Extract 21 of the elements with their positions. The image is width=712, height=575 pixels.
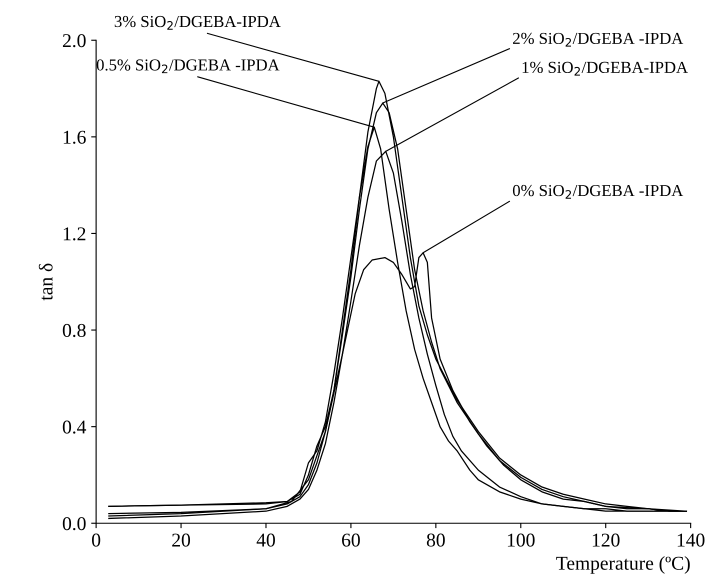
x-tick-label: 40 <box>256 534 275 547</box>
y-tick-label: 0.4 <box>62 420 86 434</box>
y-tick-label: 0.8 <box>62 324 86 338</box>
x-axis-title: Temperature (ºC) <box>556 556 690 574</box>
text: 2% SiO$_{2}$/DGEBA -IPDA <box>513 32 684 47</box>
text: 0% SiO$_{2}$/DGEBA -IPDA <box>512 184 684 199</box>
text: 3% SiO$_{2}$/DGEBA-IPDA <box>114 16 281 30</box>
text: 1% SiO$_{2}$/DGEBA-IPDA <box>522 62 688 76</box>
x-tick-label: 0 <box>92 534 100 547</box>
y-tick-label: 0.0 <box>62 517 86 530</box>
x-tick-label: 20 <box>172 534 190 547</box>
y-tick-label: 1.2 <box>64 227 86 240</box>
x-tick-label: 140 <box>678 534 704 547</box>
y-tick-label: 1.6 <box>64 130 86 144</box>
x-tick-label: 100 <box>508 534 535 547</box>
x-tick-label: 120 <box>592 534 620 547</box>
text: 0.5% SiO$_{2}$/DGEBA -IPDA <box>96 59 280 74</box>
x-tick-label: 80 <box>426 534 445 547</box>
y-axis-title: tan δ <box>38 264 53 300</box>
x-tick-label: 60 <box>342 534 360 547</box>
y-tick-label: 2.0 <box>62 34 86 48</box>
